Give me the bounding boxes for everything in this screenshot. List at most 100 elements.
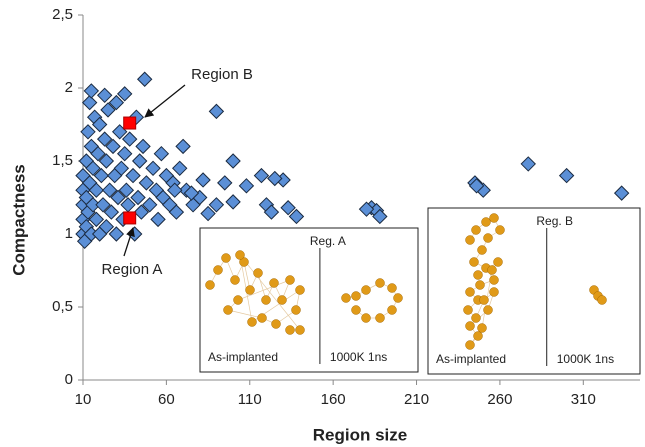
atom	[465, 235, 475, 245]
x-tick-label: 310	[571, 391, 596, 408]
inset: Reg. B As-implanted 1000K 1ns	[427, 207, 641, 375]
point	[83, 83, 100, 99]
point	[103, 204, 120, 220]
point	[200, 205, 216, 222]
point	[141, 197, 158, 213]
point	[372, 208, 388, 225]
bond	[239, 254, 301, 331]
point	[88, 211, 105, 228]
point	[80, 124, 96, 140]
x-tick-label: 60	[158, 391, 175, 408]
bond	[237, 279, 291, 301]
atom	[489, 275, 499, 285]
point	[128, 109, 145, 125]
y-tick-label: 2,5	[52, 6, 73, 23]
x-tick-label: 260	[487, 391, 512, 408]
annotation-arrow	[123, 227, 135, 257]
y-tick-label: 1	[65, 225, 73, 242]
point	[280, 200, 296, 216]
inset-title: Reg. A	[310, 234, 346, 248]
atom	[463, 305, 473, 315]
atom	[213, 265, 223, 275]
point	[91, 116, 108, 133]
point	[175, 138, 191, 155]
atom	[235, 250, 245, 260]
point	[110, 189, 126, 206]
inset-label: As-implanted	[208, 350, 278, 364]
atom	[473, 270, 483, 280]
atom	[205, 280, 215, 290]
atom	[387, 283, 397, 293]
point	[145, 160, 161, 177]
point	[81, 94, 98, 111]
atom	[277, 295, 287, 305]
y-axis-title: Compactness	[9, 164, 28, 275]
annotation: Region A	[102, 261, 163, 278]
point	[558, 167, 575, 184]
atom	[493, 257, 503, 267]
x-tick-label: 10	[75, 391, 92, 408]
atom	[469, 257, 479, 267]
atom	[393, 293, 403, 303]
atom	[221, 253, 231, 263]
point	[101, 182, 118, 198]
point	[208, 197, 225, 213]
atom	[483, 305, 493, 315]
point	[468, 178, 485, 194]
atom	[481, 217, 491, 227]
point	[208, 103, 225, 120]
atom	[361, 313, 371, 323]
point	[135, 138, 151, 155]
point	[136, 71, 153, 87]
point	[125, 167, 141, 184]
point	[195, 172, 211, 188]
point	[253, 167, 270, 184]
point	[168, 204, 185, 220]
atom	[257, 313, 267, 323]
atom	[285, 275, 295, 285]
atom	[341, 293, 351, 303]
atom	[269, 278, 279, 288]
point	[88, 182, 105, 198]
atom	[479, 295, 489, 305]
atom	[477, 245, 487, 255]
x-tick-label: 110	[238, 391, 262, 408]
point	[183, 185, 200, 201]
point	[85, 160, 101, 177]
inset: Reg. A As-implanted 1000K 1ns	[199, 227, 419, 373]
point	[225, 194, 241, 210]
y-tick-label: 2	[65, 79, 73, 96]
atom	[489, 287, 499, 297]
point	[153, 145, 170, 162]
atom	[247, 317, 257, 327]
inset-label: 1000K 1ns	[557, 352, 614, 366]
atom	[285, 325, 295, 335]
atom	[473, 331, 483, 341]
atom	[291, 305, 301, 315]
point	[238, 178, 255, 194]
x-axis-title: Region size	[313, 425, 407, 444]
point	[150, 211, 166, 228]
point	[263, 204, 280, 220]
point	[116, 145, 133, 162]
point	[358, 201, 375, 217]
y-tick-label: 1,5	[52, 152, 73, 169]
inset-title: Reg. B	[536, 214, 573, 228]
inset-label: 1000K 1ns	[330, 350, 387, 364]
point	[113, 160, 130, 177]
annotation: Region B	[191, 66, 253, 83]
point	[138, 175, 155, 191]
y-tick-label: 0	[65, 371, 73, 388]
atom	[233, 295, 243, 305]
atom	[295, 285, 305, 295]
point	[172, 160, 188, 177]
x-tick-label: 210	[404, 391, 429, 408]
x-tick-label: 160	[321, 391, 346, 408]
point	[116, 86, 133, 102]
atom	[295, 325, 305, 335]
bond	[243, 261, 251, 291]
atom	[465, 321, 475, 331]
point	[98, 153, 115, 169]
inset-label: As-implanted	[436, 352, 506, 366]
point	[288, 208, 305, 225]
